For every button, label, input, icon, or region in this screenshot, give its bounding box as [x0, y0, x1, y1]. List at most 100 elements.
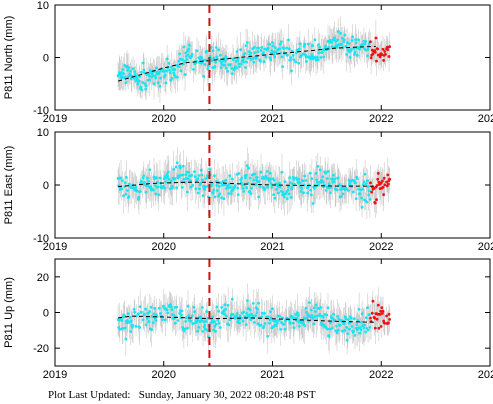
- daily-point: [201, 194, 205, 198]
- daily-point: [126, 68, 129, 72]
- daily-point: [176, 319, 180, 322]
- daily-point: [268, 171, 272, 175]
- daily-point: [278, 181, 281, 185]
- daily-point: [259, 48, 263, 52]
- daily-point: [319, 306, 323, 309]
- daily-point: [233, 184, 237, 187]
- daily-point: [223, 63, 226, 67]
- rapid-point: [369, 40, 372, 44]
- daily-point: [172, 313, 176, 317]
- last-updated-value: Sunday, January 30, 2022 08:20:48 PST: [138, 389, 316, 401]
- daily-point: [231, 312, 235, 316]
- daily-point: [345, 187, 348, 191]
- daily-point: [123, 64, 127, 67]
- daily-point: [272, 178, 276, 182]
- daily-point: [279, 328, 283, 331]
- daily-point: [336, 30, 340, 33]
- daily-point: [129, 77, 133, 81]
- daily-point: [170, 308, 174, 312]
- daily-point: [264, 55, 268, 59]
- daily-point: [215, 184, 219, 187]
- daily-point: [333, 36, 336, 40]
- rapid-point: [385, 314, 388, 318]
- daily-point: [353, 334, 357, 337]
- daily-point: [245, 41, 249, 44]
- rapid-point: [379, 309, 383, 313]
- daily-point: [135, 75, 139, 79]
- rapid-point: [386, 173, 390, 177]
- daily-point: [277, 319, 281, 322]
- daily-point: [219, 181, 223, 185]
- daily-point: [165, 69, 168, 73]
- rapid-point: [375, 59, 378, 63]
- daily-point: [180, 186, 184, 189]
- daily-point: [213, 195, 217, 199]
- x-tick-label: 2020: [152, 241, 176, 253]
- daily-point: [125, 176, 128, 179]
- rapid-point: [383, 183, 387, 187]
- daily-point: [352, 53, 356, 56]
- daily-point: [229, 192, 233, 196]
- daily-point: [246, 56, 250, 60]
- daily-point: [310, 53, 314, 56]
- daily-point: [181, 164, 185, 168]
- daily-point: [226, 69, 229, 73]
- daily-point: [224, 66, 228, 70]
- panel-3: 2019 2020 2021 2022 2023 -20 0 20 P811 Up (mm): [3, 258, 493, 381]
- last-updated-footer: Plot Last Updated: Sunday, January 30, 2…: [48, 389, 316, 401]
- daily-point: [269, 182, 273, 186]
- daily-point: [146, 176, 149, 180]
- daily-point: [355, 177, 359, 181]
- daily-point: [283, 322, 286, 326]
- daily-point: [278, 43, 282, 46]
- daily-point: [294, 60, 298, 64]
- daily-point: [358, 192, 362, 196]
- daily-point: [208, 167, 212, 171]
- daily-point: [315, 178, 319, 182]
- rapid-point: [374, 36, 378, 40]
- daily-point: [229, 186, 232, 189]
- daily-point: [280, 40, 283, 44]
- daily-point: [360, 312, 364, 316]
- daily-point: [131, 67, 135, 71]
- daily-point: [301, 179, 305, 183]
- daily-point: [249, 51, 253, 55]
- daily-point: [129, 69, 133, 73]
- daily-point: [134, 73, 137, 76]
- daily-point: [180, 309, 184, 313]
- daily-point: [153, 316, 157, 320]
- daily-point: [288, 176, 292, 180]
- daily-point: [186, 190, 189, 194]
- daily-point: [335, 43, 338, 47]
- daily-point: [226, 303, 230, 307]
- daily-point: [360, 205, 364, 209]
- daily-point: [222, 309, 226, 313]
- daily-point: [336, 315, 339, 318]
- daily-point: [171, 186, 174, 190]
- daily-point: [165, 308, 169, 312]
- daily-point: [184, 51, 188, 55]
- daily-point: [214, 60, 218, 64]
- daily-point: [212, 188, 216, 192]
- daily-point: [223, 303, 227, 306]
- rapid-point: [388, 45, 391, 49]
- daily-point: [220, 196, 224, 200]
- daily-point: [185, 58, 189, 61]
- daily-point: [260, 315, 263, 319]
- daily-point: [160, 318, 164, 321]
- daily-point: [183, 327, 187, 331]
- daily-point: [367, 313, 371, 317]
- rapid-point: [386, 48, 390, 51]
- daily-point: [123, 326, 127, 330]
- daily-point: [120, 319, 124, 322]
- daily-point: [282, 47, 286, 50]
- daily-point: [214, 322, 218, 326]
- daily-point: [201, 58, 205, 62]
- daily-point: [357, 38, 360, 42]
- daily-point: [167, 177, 171, 181]
- daily-point: [168, 187, 172, 191]
- rapid-point: [382, 59, 385, 62]
- daily-point: [121, 327, 125, 330]
- daily-point: [235, 314, 238, 318]
